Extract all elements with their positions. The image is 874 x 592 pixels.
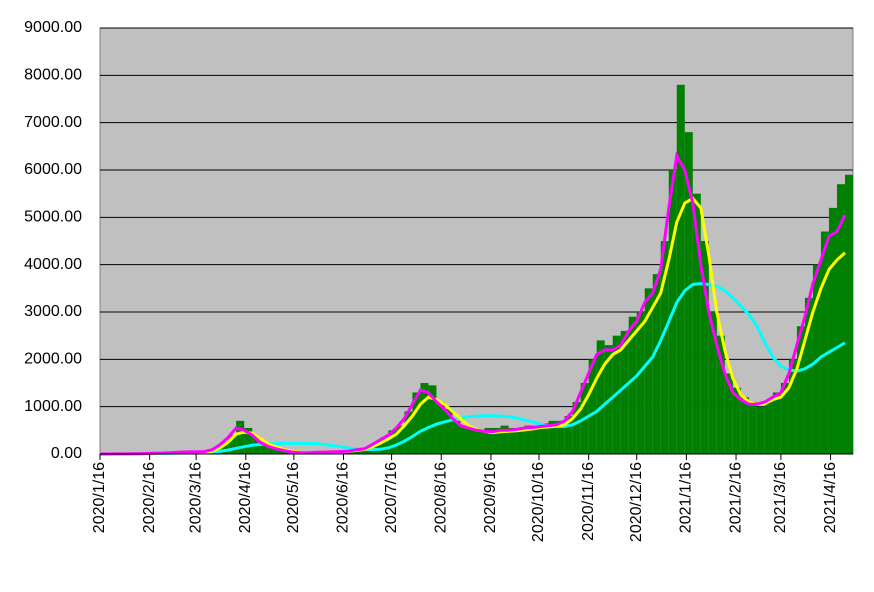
x-tick-label: 2020/4/16: [237, 462, 254, 533]
bar: [773, 392, 781, 454]
bar: [477, 430, 485, 454]
bar: [821, 232, 829, 454]
x-tick-label: 2020/8/16: [432, 462, 449, 533]
x-tick-label: 2021/2/16: [727, 462, 744, 533]
x-tick-label: 2020/5/16: [285, 462, 302, 533]
y-tick-label: 7000.00: [24, 114, 82, 131]
x-tick-label: 2020/9/16: [482, 462, 499, 533]
bar: [468, 428, 476, 454]
y-tick-label: 5000.00: [24, 209, 82, 226]
bar: [741, 397, 749, 454]
y-tick-label: 1000.00: [24, 398, 82, 415]
bar: [845, 175, 853, 454]
y-tick-label: 4000.00: [24, 256, 82, 273]
bar: [677, 85, 685, 454]
bar: [637, 312, 645, 454]
bar: [829, 208, 837, 454]
x-tick-label: 2021/1/16: [678, 462, 695, 533]
x-tick-label: 2020/11/16: [580, 462, 597, 541]
x-tick-label: 2020/6/16: [335, 462, 352, 533]
bar: [757, 407, 765, 454]
y-tick-label: 8000.00: [24, 67, 82, 84]
x-tick-label: 2020/3/16: [187, 462, 204, 533]
x-tick-label: 2020/10/16: [530, 462, 547, 542]
y-tick-label: 3000.00: [24, 303, 82, 320]
bar: [765, 402, 773, 454]
bar: [749, 402, 757, 454]
x-tick-label: 2020/12/16: [628, 462, 645, 542]
y-tick-label: 6000.00: [24, 161, 82, 178]
bar: [597, 340, 605, 454]
x-tick-label: 2020/7/16: [383, 462, 400, 533]
y-tick-label: 2000.00: [24, 351, 82, 368]
bar: [460, 426, 468, 454]
y-tick-label: 9000.00: [24, 19, 82, 36]
x-tick-label: 2021/4/16: [822, 462, 839, 533]
x-tick-label: 2020/2/16: [141, 462, 158, 533]
y-tick-label: 0.00: [51, 445, 82, 462]
x-tick-label: 2021/3/16: [772, 462, 789, 533]
x-tick-label: 2020/1/16: [91, 462, 108, 533]
